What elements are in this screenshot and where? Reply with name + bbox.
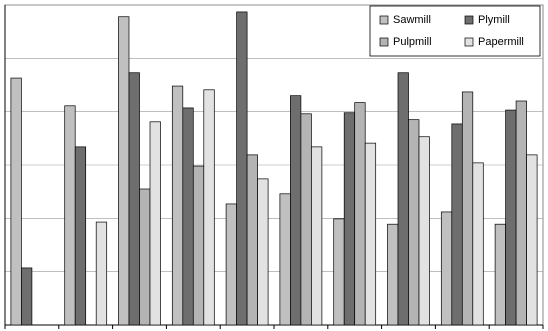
bar: [21, 267, 33, 326]
bar: [182, 107, 194, 326]
bar: [333, 218, 345, 326]
legend-box: [369, 5, 541, 57]
bar: [128, 72, 140, 326]
bar: [387, 223, 399, 326]
bar: [257, 178, 269, 326]
bar: [300, 113, 312, 326]
bar: [10, 77, 22, 326]
bar: [95, 221, 108, 326]
bar: [171, 85, 184, 326]
legend-label: Pulpmill: [393, 36, 432, 48]
bar: [397, 72, 409, 326]
bar: [505, 109, 517, 326]
bar: [526, 154, 538, 326]
bar: [451, 123, 463, 326]
bar: [515, 100, 527, 326]
bar: [311, 146, 323, 326]
bar: [64, 105, 76, 326]
bar: [343, 112, 356, 326]
bar: [461, 91, 474, 326]
bar: [236, 11, 248, 326]
legend-label: Plymill: [478, 14, 510, 26]
legend-swatch: [379, 37, 389, 47]
legend-label: Papermill: [478, 36, 524, 48]
bar: [203, 89, 215, 326]
bar: [354, 102, 366, 326]
bar: [74, 146, 87, 326]
bar: [408, 119, 420, 326]
legend-swatch: [464, 37, 474, 47]
bar: [225, 203, 237, 326]
legend-swatch: [379, 15, 389, 25]
bar: [149, 121, 161, 326]
bar: [440, 211, 453, 326]
bar: [364, 142, 377, 326]
bar: [192, 165, 205, 326]
bar: [246, 154, 258, 326]
bar: [139, 188, 151, 326]
bar: [290, 95, 302, 326]
bar: [494, 223, 506, 326]
bar: [279, 193, 291, 326]
legend-label: Sawmill: [393, 14, 431, 26]
bar: [472, 162, 484, 326]
legend-swatch: [464, 15, 474, 25]
bar: [418, 136, 430, 326]
bar: [118, 16, 130, 326]
